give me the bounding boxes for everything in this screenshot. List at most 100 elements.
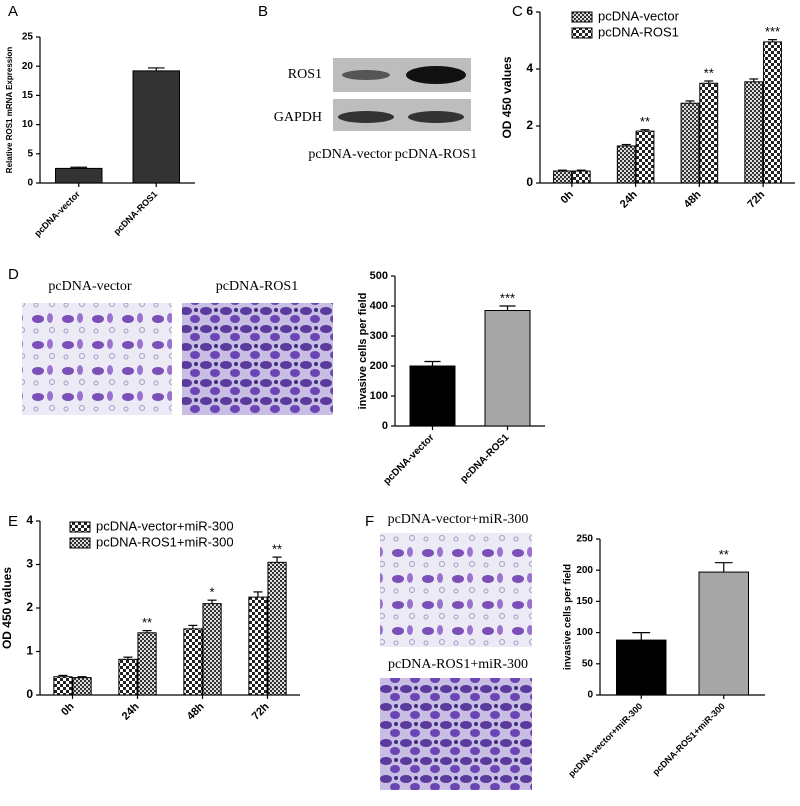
image-label: pcDNA-vector [48,279,132,294]
blot-band [406,66,466,84]
y-tick-label: 20 [22,61,34,72]
y-tick-label: 0 [27,178,33,189]
significance: ** [640,114,650,129]
blot-band [338,111,394,123]
y-tick-label: 2 [526,118,533,132]
y-axis-label: invasive cells per field [563,564,574,670]
y-tick-label: 100 [370,390,388,402]
x-tick-label: 0h [558,188,576,206]
image-label: pcDNA-vector+miR-300 [388,512,529,527]
bar [699,82,719,184]
micrograph [22,303,172,415]
micrograph [182,303,333,415]
bar [248,596,268,696]
y-tick-label: 6 [526,4,533,18]
y-tick-label: 3 [26,557,33,571]
y-tick-label: 0 [587,690,593,701]
y-axis-label: OD 450 values [0,567,14,649]
y-tick-label: 0 [382,420,388,432]
image-label: pcDNA-ROS1+miR-300 [388,657,528,672]
x-tick-label: 72h [250,701,272,723]
x-tick-label: pcDNA-ROS1 [112,189,160,237]
y-axis-label: OD 450 values [500,56,514,138]
y-tick-label: 4 [26,513,33,527]
bar [680,102,700,184]
y-tick-label: 4 [526,61,533,75]
y-tick-label: 0 [526,175,533,189]
blot-band [342,70,390,80]
bar [137,632,157,696]
panel-label: E [8,513,18,530]
bar [698,571,749,696]
panel-label: D [8,266,19,283]
micrograph [380,533,532,647]
x-tick-label: 48h [185,701,207,723]
x-tick-label: pcDNA-ROS1+miR-300 [651,701,727,777]
blot-lane-label: pcDNA-vector [308,147,392,162]
y-tick-label: 5 [27,148,33,159]
legend-swatch [69,537,91,549]
legend-label: pcDNA-vector [598,8,680,23]
significance: *** [765,24,780,39]
significance: ** [272,542,282,557]
y-tick-label: 0 [26,687,33,701]
y-axis-label: Relative ROS1 mRNA Expression [5,47,14,174]
bar [55,167,103,184]
legend-swatch [571,11,593,23]
legend-label: pcDNA-ROS1+miR-300 [96,534,234,549]
y-tick-label: 100 [576,627,593,638]
blot-row-label: GAPDH [274,110,322,125]
significance: ** [704,65,714,80]
bar [132,70,180,184]
y-tick-label: 250 [576,534,593,545]
legend-label: pcDNA-ROS1 [598,24,679,39]
y-axis-label: invasive cells per field [357,293,369,410]
y-tick-label: 500 [370,270,388,282]
y-tick-label: 200 [576,565,593,576]
x-tick-label: 0h [59,700,77,718]
bar [202,603,222,696]
panel-label: F [365,513,374,530]
y-tick-label: 400 [370,300,388,312]
y-tick-label: 300 [370,330,388,342]
bar [118,658,138,696]
significance: * [210,585,215,600]
bar [183,628,203,696]
x-tick-label: 72h [745,189,767,211]
bar [267,561,287,696]
y-tick-label: 25 [22,32,34,43]
y-tick-label: 10 [22,119,34,130]
legend-swatch [571,27,593,39]
y-tick-label: 2 [26,600,33,614]
blot-band [408,111,464,123]
x-tick-label: pcDNA-vector+miR-300 [566,701,644,779]
y-tick-label: 50 [582,658,594,669]
bar [409,365,456,427]
y-tick-label: 200 [370,360,388,372]
panel-label: C [512,3,523,20]
x-tick-label: 24h [120,701,142,723]
bar [635,130,655,184]
y-tick-label: 15 [22,90,34,101]
bar [571,170,591,184]
y-tick-label: 150 [576,596,593,607]
bar [553,170,572,184]
image-label: pcDNA-ROS1 [216,279,298,294]
bar [72,677,92,696]
y-tick-label: 1 [26,644,33,658]
x-tick-label: pcDNA-vector [32,189,82,239]
bar [744,81,764,184]
micrograph [380,678,532,790]
significance: ** [719,547,729,562]
x-tick-label: pcDNA-vector [382,432,437,487]
x-tick-label: 48h [682,189,704,211]
panel-label: A [8,3,18,20]
bar [484,310,531,427]
legend-label: pcDNA-vector+miR-300 [96,518,234,533]
blot-lane-label: pcDNA-ROS1 [395,147,477,162]
bar [616,145,636,184]
bar [763,41,782,184]
x-tick-label: pcDNA-ROS1 [459,432,512,485]
